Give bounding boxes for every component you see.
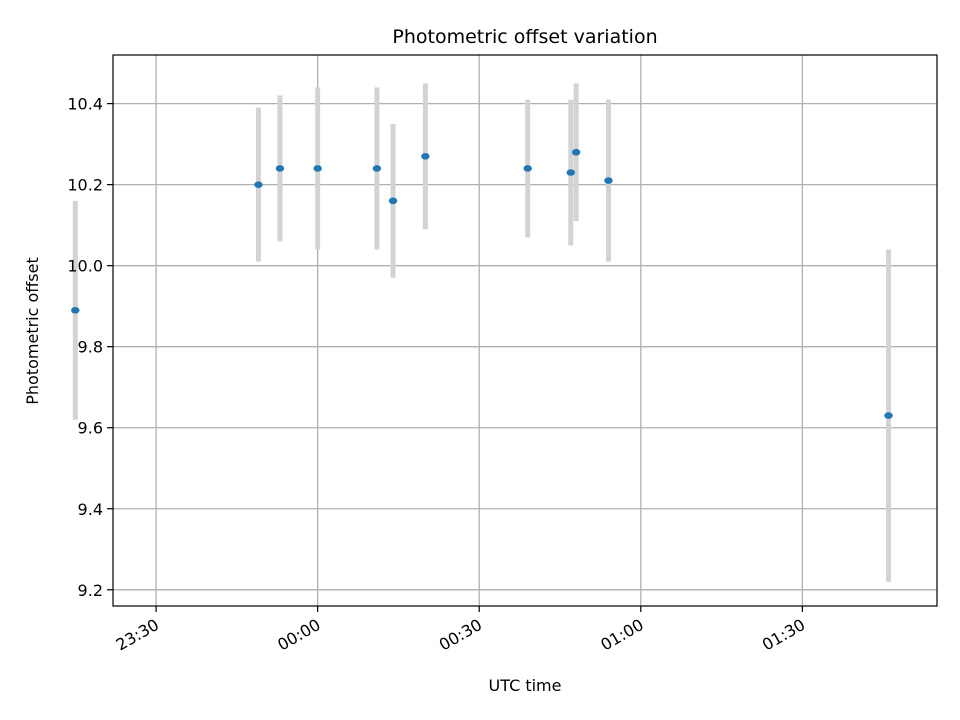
- y-tick-label: 10.0: [67, 257, 103, 276]
- data-point-1: [254, 181, 263, 188]
- y-tick-label: 9.4: [78, 500, 103, 519]
- data-point-9: [571, 148, 581, 156]
- y-axis-label: Photometric offset: [23, 257, 42, 405]
- data-point-10: [604, 177, 613, 184]
- y-tick-label: 9.8: [78, 338, 103, 357]
- plot-frame: [112, 54, 938, 607]
- data-point-4: [372, 165, 382, 172]
- chart-title: Photometric offset variation: [392, 26, 657, 48]
- y-axis-ticks: 9.2 9.4 9.6 9.8 10.0 10.2 10.4: [67, 95, 113, 600]
- point-group: [71, 148, 893, 419]
- data-point-0: [71, 306, 80, 314]
- data-point-7: [523, 165, 532, 172]
- data-point-2: [275, 165, 285, 172]
- y-tick-label: 10.2: [67, 176, 103, 195]
- data-point-3: [313, 165, 322, 172]
- x-axis-label: UTC time: [489, 676, 562, 695]
- data-point-5: [388, 197, 398, 205]
- y-tick-label: 10.4: [67, 95, 103, 114]
- grid-lines: [113, 55, 937, 606]
- data-point-8: [566, 169, 575, 176]
- data-point-6: [421, 152, 430, 160]
- data-point-11: [884, 412, 893, 419]
- y-tick-label: 9.6: [78, 419, 103, 438]
- y-tick-label: 9.2: [78, 581, 103, 600]
